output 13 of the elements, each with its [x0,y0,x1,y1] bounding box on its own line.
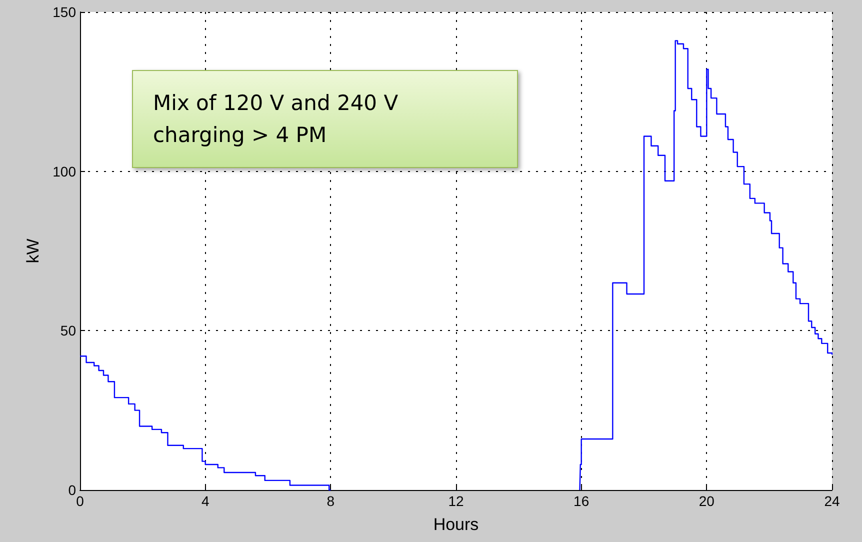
y-tick-label: 50 [60,322,76,339]
x-tick-label: 16 [574,493,590,509]
x-tick-label: 4 [201,493,210,509]
y-tick-label: 0 [68,482,76,498]
x-axis-title: Hours [433,515,479,534]
x-tick-label: 20 [698,493,715,509]
y-tick-label: 100 [52,163,76,180]
y-axis-title: kW [24,238,43,264]
y-tick-label: 150 [52,4,76,20]
x-tick-label: 8 [326,493,335,509]
x-tick-label: 12 [448,493,464,509]
callout-box: Mix of 120 V and 240 V charging > 4 PM [132,70,518,168]
x-tick-label: 24 [824,493,840,509]
